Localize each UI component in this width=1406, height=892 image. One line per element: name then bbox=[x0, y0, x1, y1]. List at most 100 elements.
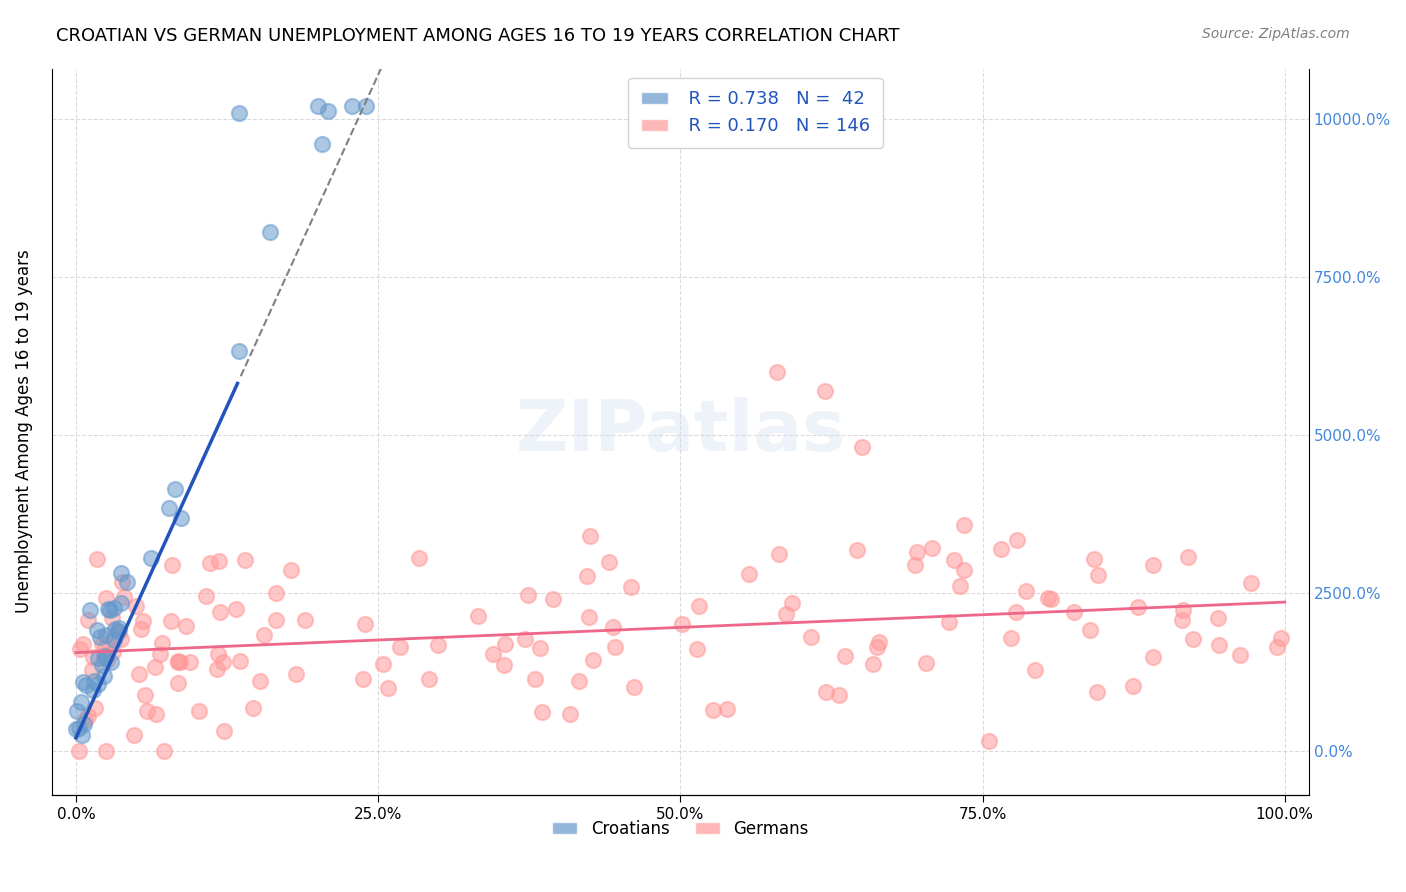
Point bbox=[914, 656, 936, 670]
Point bbox=[1182, 632, 1205, 647]
Point bbox=[153, 743, 176, 757]
Point bbox=[371, 657, 394, 672]
Point bbox=[98, 603, 121, 617]
Point bbox=[340, 99, 363, 113]
Point bbox=[408, 550, 430, 565]
Point bbox=[233, 553, 256, 567]
Point bbox=[294, 613, 316, 627]
Point bbox=[418, 673, 440, 687]
Point bbox=[738, 566, 761, 581]
Point bbox=[93, 649, 115, 664]
Point bbox=[280, 563, 302, 577]
Point bbox=[979, 734, 1001, 748]
Point bbox=[568, 673, 591, 688]
Point bbox=[828, 688, 851, 702]
Point bbox=[200, 556, 222, 570]
Point bbox=[702, 703, 724, 717]
Point bbox=[800, 631, 823, 645]
Point bbox=[160, 614, 183, 628]
Text: ZIPatlas: ZIPatlas bbox=[515, 397, 845, 467]
Point bbox=[131, 614, 153, 628]
Point bbox=[72, 675, 94, 690]
Point bbox=[82, 649, 104, 664]
Point bbox=[187, 704, 209, 718]
Point bbox=[103, 622, 125, 636]
Point bbox=[1126, 600, 1149, 615]
Text: Source: ZipAtlas.com: Source: ZipAtlas.com bbox=[1202, 27, 1350, 41]
Point bbox=[207, 662, 229, 676]
Point bbox=[108, 625, 131, 640]
Point bbox=[1024, 663, 1046, 677]
Point bbox=[93, 668, 115, 682]
Point bbox=[211, 655, 233, 669]
Point bbox=[524, 672, 547, 686]
Point bbox=[513, 632, 536, 646]
Point bbox=[467, 608, 489, 623]
Point bbox=[169, 510, 191, 524]
Point bbox=[1170, 613, 1192, 627]
Point bbox=[602, 620, 624, 634]
Point bbox=[264, 613, 287, 627]
Point bbox=[212, 723, 235, 738]
Point bbox=[69, 743, 91, 757]
Point bbox=[162, 558, 184, 572]
Point bbox=[766, 365, 789, 379]
Point bbox=[103, 600, 125, 615]
Point bbox=[101, 611, 124, 625]
Point bbox=[228, 105, 250, 120]
Point bbox=[1000, 631, 1022, 645]
Point bbox=[426, 638, 449, 652]
Point bbox=[575, 568, 598, 582]
Point bbox=[76, 708, 98, 723]
Point bbox=[101, 645, 124, 659]
Point bbox=[107, 624, 129, 639]
Point bbox=[72, 638, 94, 652]
Point bbox=[579, 529, 602, 543]
Point bbox=[354, 617, 377, 632]
Point bbox=[377, 681, 399, 695]
Point bbox=[134, 688, 156, 702]
Point bbox=[768, 547, 790, 561]
Point bbox=[65, 704, 87, 718]
Point bbox=[1171, 603, 1194, 617]
Point bbox=[89, 630, 111, 644]
Point bbox=[70, 728, 93, 742]
Point bbox=[103, 633, 125, 648]
Point bbox=[952, 563, 974, 577]
Point bbox=[179, 655, 201, 669]
Point bbox=[389, 640, 412, 655]
Point bbox=[228, 344, 250, 359]
Point bbox=[1229, 648, 1251, 663]
Point bbox=[688, 599, 710, 613]
Point bbox=[558, 707, 581, 722]
Point bbox=[1005, 533, 1028, 548]
Point bbox=[264, 586, 287, 600]
Point bbox=[157, 500, 180, 515]
Point bbox=[82, 682, 104, 697]
Point bbox=[209, 605, 232, 619]
Point bbox=[1005, 605, 1028, 619]
Point bbox=[86, 676, 108, 690]
Point bbox=[253, 627, 276, 641]
Point bbox=[96, 743, 118, 757]
Point bbox=[285, 667, 308, 681]
Point bbox=[100, 655, 122, 669]
Y-axis label: Unemployment Among Ages 16 to 19 years: Unemployment Among Ages 16 to 19 years bbox=[15, 250, 32, 614]
Point bbox=[77, 613, 100, 627]
Point bbox=[1083, 552, 1105, 566]
Point bbox=[671, 617, 693, 632]
Point bbox=[249, 673, 271, 688]
Point bbox=[1265, 640, 1288, 655]
Point bbox=[1122, 679, 1144, 693]
Point bbox=[114, 591, 136, 605]
Point bbox=[110, 596, 132, 610]
Point bbox=[311, 136, 333, 151]
Point bbox=[938, 615, 960, 630]
Point bbox=[307, 99, 329, 113]
Point bbox=[145, 707, 167, 722]
Point bbox=[1270, 632, 1292, 646]
Point bbox=[69, 642, 91, 657]
Point bbox=[86, 651, 108, 665]
Point bbox=[530, 705, 553, 719]
Point bbox=[208, 553, 231, 567]
